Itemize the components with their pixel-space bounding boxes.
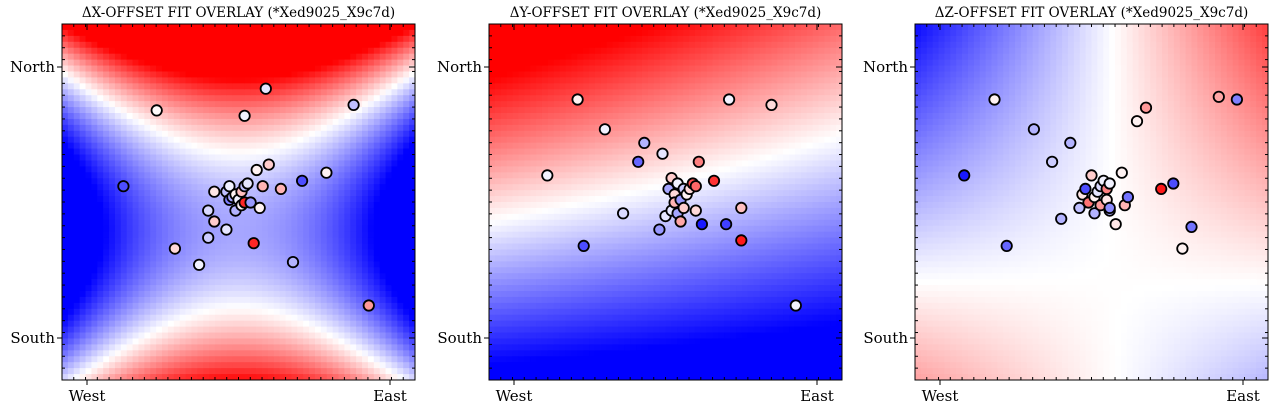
scatter-point (1088, 207, 1101, 220)
scatter-point (256, 180, 269, 193)
scatter-point (1230, 93, 1244, 106)
scatter-point (541, 169, 554, 182)
scatter-point (735, 201, 748, 214)
scatter-point (692, 155, 705, 168)
y-tick-south: South (437, 329, 482, 347)
y-tick-south: South (10, 329, 55, 347)
scatter-point (150, 104, 163, 117)
scatter-point (1185, 220, 1198, 233)
scatter-points (117, 82, 375, 312)
scatter-point (320, 166, 333, 179)
scatter-point (238, 109, 251, 122)
scatter-point (598, 123, 612, 136)
scatter-point (253, 201, 266, 214)
chart-title: ΔZ-OFFSET FIT OVERLAY (*Xed9025_X9c7d) (935, 5, 1248, 21)
panel-1: ΔX-OFFSET FIT OVERLAY (*Xed9025_X9c7d) We… (10, 5, 416, 405)
y-tick-north: North (863, 58, 908, 76)
scatter-point (202, 204, 215, 217)
scatter-point (656, 147, 669, 160)
scatter-point (347, 98, 360, 112)
scatter-point (1055, 212, 1068, 225)
scatter-point (571, 93, 584, 106)
scatter-point (1115, 166, 1128, 179)
scatter-point (653, 223, 666, 236)
x-tick-west: West (496, 387, 533, 405)
scatter-point (1130, 115, 1144, 128)
scatter-point (259, 82, 272, 95)
scatter-point (735, 234, 748, 247)
scatter-point (250, 163, 263, 177)
scatter-point (1155, 182, 1168, 195)
x-tick-west: West (69, 387, 106, 405)
scatter-point (1027, 123, 1041, 136)
scatter-point (958, 169, 971, 182)
scatter-point (1079, 182, 1092, 195)
fit-surface (489, 24, 842, 380)
scatter-point (722, 93, 736, 106)
scatter-point (1103, 201, 1116, 214)
minor-ticks (910, 24, 1268, 385)
x-tick-east: East (800, 387, 834, 405)
scatter-point (220, 223, 233, 236)
scatter-point (638, 136, 651, 149)
scatter-point (1176, 242, 1189, 255)
chart-title: ΔX-OFFSET FIT OVERLAY (*Xed9025_X9c7d) (82, 5, 395, 21)
scatter-point (577, 239, 590, 252)
scatter-point (168, 242, 181, 255)
scatter-point (1103, 177, 1116, 190)
scatter-point (262, 158, 275, 171)
scatter-point (988, 93, 1001, 106)
minor-ticks (484, 24, 842, 385)
scatter-points (958, 90, 1244, 255)
scatter-point (695, 218, 709, 231)
scatter-point (677, 201, 690, 214)
scatter-point (765, 98, 778, 112)
y-tick-south: South (863, 329, 908, 347)
scatter-point (1121, 191, 1135, 204)
scatter-point (295, 174, 309, 187)
panel-3: ΔZ-OFFSET FIT OVERLAY (*Xed9025_X9c7d) We… (863, 5, 1269, 405)
scatter-point (719, 218, 733, 231)
scatter-point (274, 182, 287, 195)
scatter-point (632, 155, 645, 168)
scatter-point (1073, 201, 1086, 214)
scatter-point (689, 204, 702, 217)
scatter-point (689, 180, 702, 193)
scatter-point (789, 299, 802, 312)
x-tick-east: East (1226, 387, 1260, 405)
scatter-point (247, 237, 260, 250)
scatter-point (707, 174, 721, 187)
scatter-point (1064, 136, 1077, 149)
scatter-point (241, 177, 254, 190)
minor-ticks (57, 24, 415, 385)
scatter-point (1000, 239, 1013, 252)
scatter-point (286, 255, 300, 269)
scatter-point (1109, 218, 1122, 231)
scatter-point (1085, 169, 1098, 182)
scatter-point (223, 180, 236, 193)
chart-title: ΔY-OFFSET FIT OVERLAY (*Xed9025_X9c7d) (510, 5, 822, 21)
panel-2: ΔY-OFFSET FIT OVERLAY (*Xed9025_X9c7d) We… (437, 5, 843, 405)
scatter-point (1139, 101, 1153, 114)
scatter-point (117, 180, 130, 193)
x-tick-east: East (373, 387, 407, 405)
scatter-points (541, 93, 802, 312)
scatter-point (208, 215, 221, 228)
scatter-point (362, 299, 375, 312)
scatter-point (616, 207, 630, 220)
scatter-point (202, 231, 215, 244)
scatter-point (674, 215, 687, 228)
y-tick-north: North (437, 58, 482, 76)
scatter-point (1046, 155, 1059, 168)
y-tick-north: North (10, 58, 55, 76)
scatter-point (244, 196, 257, 209)
scatter-point (193, 258, 206, 271)
scatter-point (1167, 177, 1180, 190)
x-tick-west: West (922, 387, 959, 405)
scatter-point (1212, 90, 1225, 103)
scatter-point (208, 185, 221, 198)
fit-surface (62, 24, 415, 380)
